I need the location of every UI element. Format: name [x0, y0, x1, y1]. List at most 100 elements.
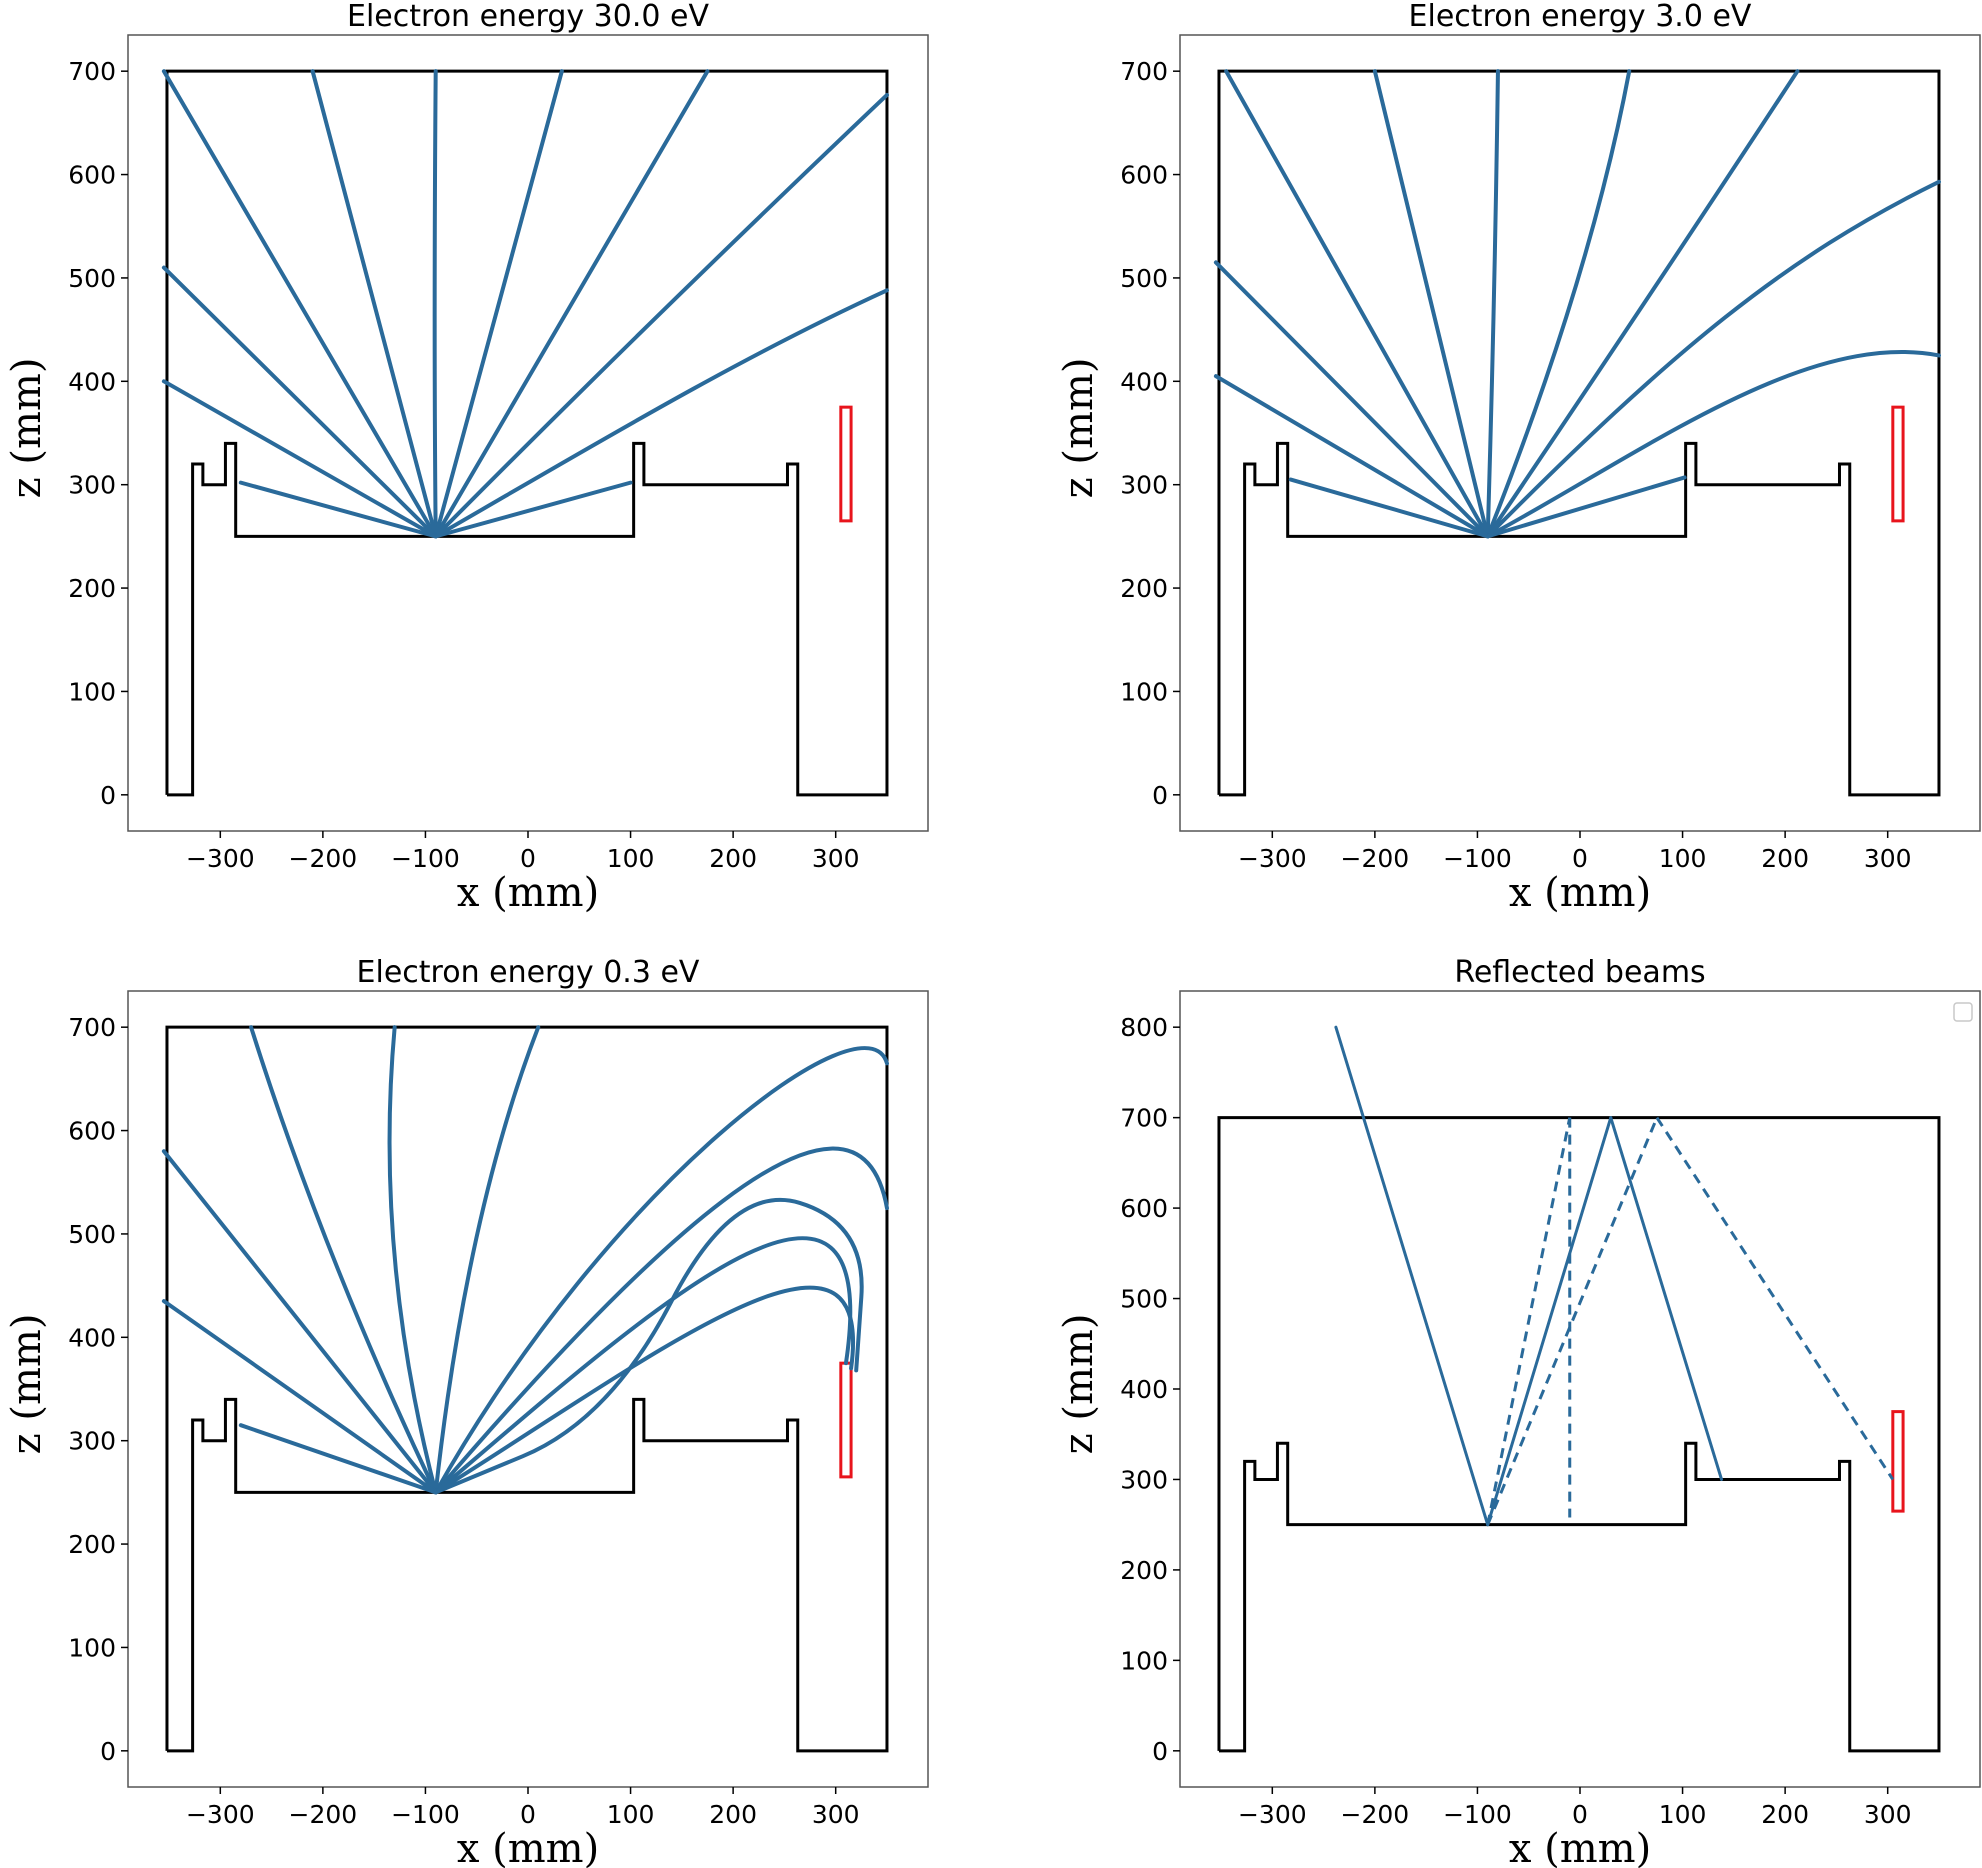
y-tick-label: 300	[1120, 1465, 1168, 1494]
detector-marker	[1891, 405, 1905, 523]
x-axis-label: x (mm)	[457, 1826, 599, 1868]
y-tick-label: 500	[68, 1220, 116, 1249]
x-tick-label: −300	[1238, 1800, 1307, 1829]
trajectory-line	[161, 1299, 438, 1495]
y-tick-label: 500	[68, 264, 116, 293]
y-tick-label: 0	[100, 1737, 116, 1766]
y-tick-label: 200	[68, 574, 116, 603]
trajectory-line	[1485, 350, 1941, 539]
trajectory-line	[161, 379, 438, 539]
y-tick-label: 400	[1120, 1375, 1168, 1404]
x-tick-label: −200	[1341, 1800, 1410, 1829]
trajectory-line	[1609, 1116, 1724, 1481]
x-tick-label: 200	[1761, 1800, 1809, 1829]
trajectory-line	[1485, 179, 1941, 539]
y-tick-label: 700	[1120, 57, 1168, 86]
x-tick-label: 300	[1864, 844, 1912, 873]
detector-marker	[1891, 1410, 1905, 1513]
trajectory-line	[433, 1285, 855, 1495]
detector-marker	[839, 1361, 853, 1479]
x-tick-label: 0	[1572, 844, 1588, 873]
x-tick-label: 0	[1572, 1800, 1588, 1829]
trajectory-line	[238, 480, 438, 539]
subplot-electron-energy-0-3ev: Electron energy 0.3 eV x (mm) z (mm) −30…	[4, 955, 929, 1868]
x-tick-label: 200	[1761, 844, 1809, 873]
trajectory-line	[1485, 69, 1800, 539]
x-tick-label: −200	[289, 1800, 358, 1829]
x-tick-label: −100	[391, 844, 460, 873]
y-axis-label: z (mm)	[1056, 358, 1102, 499]
x-tick-label: 100	[607, 844, 655, 873]
y-tick-label: 600	[1120, 1194, 1168, 1223]
trajectory-line	[1288, 477, 1490, 539]
trajectory-line	[433, 1046, 889, 1495]
y-axis-label: z (mm)	[4, 1314, 50, 1455]
apparatus-outline	[1217, 1116, 1941, 1753]
x-tick-label: 300	[812, 1800, 860, 1829]
subplot-electron-energy-30ev: Electron energy 30.0 eV x (mm) z (mm) −3…	[4, 0, 929, 916]
x-tick-label: 0	[520, 844, 536, 873]
trajectory-line	[433, 69, 564, 539]
apparatus-outline	[165, 1025, 889, 1753]
x-tick-label: 300	[1864, 1800, 1912, 1829]
x-tick-label: −200	[289, 844, 358, 873]
y-axis-label: z (mm)	[1056, 1314, 1102, 1455]
x-tick-label: −100	[1443, 1800, 1512, 1829]
trajectory-line	[387, 1025, 438, 1495]
y-tick-label: 300	[68, 471, 116, 500]
chart-title: Electron energy 3.0 eV	[1409, 0, 1752, 34]
trajectory-line	[1655, 1116, 1895, 1481]
x-tick-label: 0	[520, 1800, 536, 1829]
y-tick-label: 300	[1120, 471, 1168, 500]
x-tick-label: −100	[391, 1800, 460, 1829]
x-tick-label: −100	[1443, 844, 1512, 873]
x-tick-label: 200	[709, 844, 757, 873]
subplot-reflected-beams: Reflected beams x (mm) z (mm) −300 −200 −1…	[1056, 955, 1981, 1868]
trajectory-line	[1224, 69, 1490, 539]
y-axis-label: z (mm)	[4, 358, 50, 499]
y-tick-label: 700	[68, 57, 116, 86]
x-tick-label: 100	[1659, 1800, 1707, 1829]
subplot-electron-energy-3ev: Electron energy 3.0 eV x (mm) z (mm) −30…	[1056, 0, 1981, 916]
trajectory-line	[433, 1236, 853, 1495]
trajectory-line	[1213, 374, 1490, 539]
y-tick-label: 0	[1152, 1737, 1168, 1766]
trajectory-line	[1372, 69, 1490, 539]
y-tick-label: 600	[68, 1117, 116, 1146]
trajectory-line	[1485, 69, 1500, 539]
x-tick-label: 100	[1659, 844, 1707, 873]
y-tick-label: 200	[68, 1530, 116, 1559]
y-tick-label: 500	[1120, 1285, 1168, 1314]
trajectory-line	[433, 69, 710, 539]
x-axis-label: x (mm)	[1509, 1826, 1651, 1868]
chart-title: Electron energy 30.0 eV	[347, 0, 709, 34]
apparatus-outline	[1217, 69, 1941, 797]
y-tick-label: 400	[68, 1323, 116, 1352]
trajectory-line	[249, 1025, 438, 1495]
apparatus-outline	[165, 69, 889, 797]
y-tick-label: 400	[68, 367, 116, 396]
x-tick-label: −200	[1341, 844, 1410, 873]
trajectory-line	[1485, 475, 1687, 539]
axes-frame	[1179, 34, 1981, 832]
trajectory-line	[238, 1423, 438, 1495]
trajectory-line	[1485, 69, 1632, 539]
y-tick-label: 100	[68, 1633, 116, 1662]
trajectory-line	[433, 1146, 889, 1495]
y-tick-label: 0	[100, 781, 116, 810]
trajectory-line	[433, 480, 633, 539]
trajectory-line	[1334, 1025, 1490, 1527]
trajectory-line	[433, 288, 889, 539]
trajectory-line	[161, 69, 438, 539]
trajectory-line	[432, 69, 438, 539]
x-tick-label: 100	[607, 1800, 655, 1829]
x-axis-label: x (mm)	[1509, 870, 1651, 916]
y-tick-label: 700	[68, 1013, 116, 1042]
y-tick-label: 100	[68, 677, 116, 706]
trajectory-line	[1213, 260, 1490, 539]
y-tick-label: 600	[1120, 161, 1168, 190]
axes-frame	[1179, 990, 1981, 1788]
trajectory-line	[1486, 1116, 1613, 1527]
chart-title: Reflected beams	[1454, 955, 1705, 990]
y-tick-label: 100	[1120, 1646, 1168, 1675]
